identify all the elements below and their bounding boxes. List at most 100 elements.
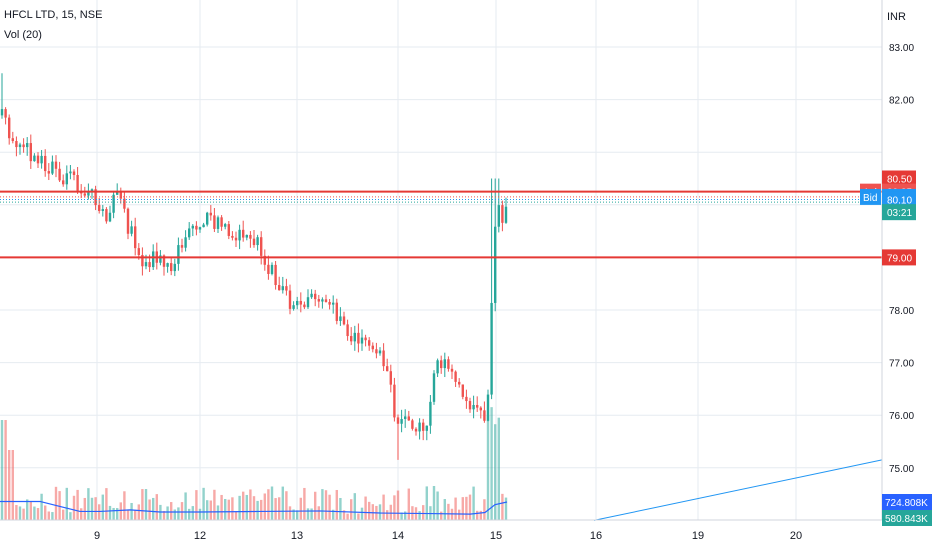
candle-body [188,228,191,238]
candle-body [36,155,40,164]
x-tick-label: 13 [291,530,303,542]
currency-label: INR [887,11,906,23]
price-badges: 80.5080.25Ask80.15Bid80.1003:2179.00724.… [860,170,932,526]
symbol-legend[interactable]: HFCL LTD, 15, NSE [4,9,103,21]
candle-body [249,234,252,239]
x-tick-label: 14 [392,530,404,542]
candle-body [270,264,274,274]
volume-bar [440,511,443,520]
volume-bar [173,509,176,520]
volume-bar [76,489,79,520]
last-price-badge [882,191,916,208]
candle-body [458,381,461,385]
volume-bar [314,491,317,520]
candle-body [476,405,479,408]
volume-bar [270,486,274,520]
candle-body [490,302,493,395]
volume-bar [209,500,212,520]
candle-body [267,264,270,274]
volume-bar [382,494,385,520]
volume-bar [213,489,216,520]
volume-bar [306,508,310,520]
candle-body [389,371,392,385]
candle-body [274,264,277,286]
candle-body [303,304,306,308]
volume-bar [443,499,446,520]
candle-body [159,255,162,263]
candle-body [170,263,173,272]
volume-bar [4,420,7,520]
candle-body [292,305,295,309]
trend-line [593,459,883,521]
candle-body [40,155,43,164]
high-price-text: 80.50 [887,175,912,186]
candle-body [411,420,414,429]
candle-body [256,237,259,246]
candle-body [33,155,36,162]
candle-body [180,245,184,248]
candle-body [242,229,245,238]
candle-body [425,425,428,431]
volume-bar [148,499,151,520]
candle-body [54,161,58,169]
candle-body [90,189,94,192]
volume-badge-text: 724.808K [885,498,928,509]
volume-badge [882,510,932,526]
volume-bar [112,507,115,520]
volume-bar [155,494,158,520]
candle-body [252,238,256,246]
candle-body [364,337,367,341]
candle-body [108,212,112,222]
x-tick-label: 15 [490,530,502,542]
candle-body [238,229,241,241]
price-axis[interactable]: INR 83.00 82.00 78.00 77.00 76.00 75.00 [887,11,914,475]
candle-body [504,206,508,223]
candle-body [468,401,472,410]
volume-bar [238,495,241,520]
candle-body [83,193,86,196]
volume-bar [310,508,313,520]
candle-body [29,143,32,162]
volume-bar [494,424,497,520]
candle-body [472,405,475,410]
x-tick-label: 20 [790,530,802,542]
volume-bar [501,493,504,520]
candle-body [393,384,396,418]
volume-bar [393,495,396,520]
volume-bar [432,486,436,520]
candle-body [220,217,223,227]
volume-bar [321,489,324,520]
candle-body [342,316,346,325]
candle-body [166,263,169,267]
candle-body [137,248,140,255]
candle-body [324,299,328,302]
candle-body [396,417,400,424]
candle-body [198,227,202,230]
volume-bar [479,510,482,520]
candle-body [213,215,216,229]
candle-body [494,226,497,303]
volume-bar [458,509,461,520]
volume-bar [69,512,72,520]
candle-body [350,336,353,342]
volume-bar [72,495,76,520]
x-tick-label: 16 [590,530,602,542]
time-axis[interactable]: 9 12 13 14 15 16 19 20 [94,530,802,542]
volume-bar [324,490,328,520]
volume-bar [288,506,292,520]
candle-body [47,171,50,174]
volume-legend[interactable]: Vol (20) [4,29,42,41]
volume-bar [33,506,36,520]
candle-body [144,262,148,267]
volume-bar [220,494,223,520]
candle-body [278,285,281,291]
candle-body [162,255,166,267]
volume-bar [407,488,410,520]
candle-body [465,396,468,402]
candle-body [202,224,205,228]
volume-bar [152,497,155,520]
candle-body [360,337,364,344]
candle-body [486,394,490,421]
candlestick-series [0,73,508,460]
